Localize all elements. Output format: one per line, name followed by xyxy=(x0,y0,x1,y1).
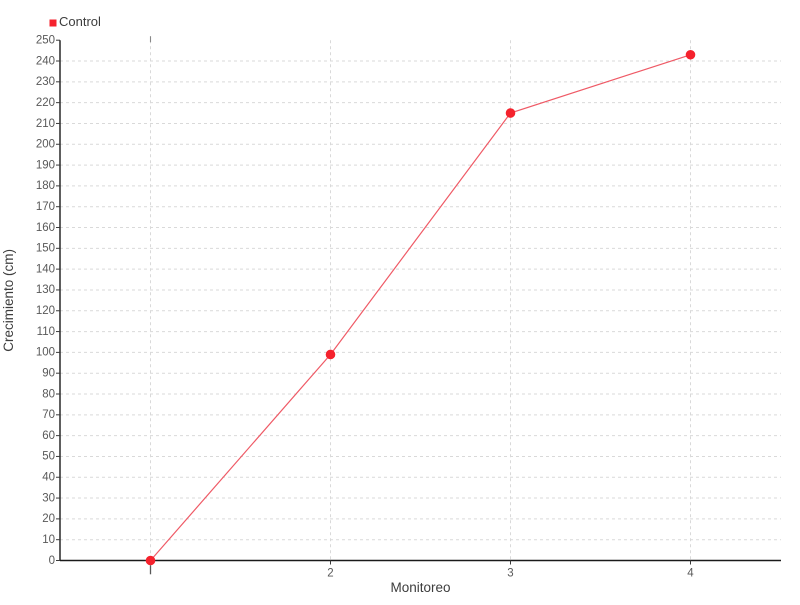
svg-text:90: 90 xyxy=(42,367,55,379)
svg-text:130: 130 xyxy=(36,284,55,296)
svg-text:230: 230 xyxy=(36,76,55,88)
svg-text:3: 3 xyxy=(507,568,513,580)
svg-text:30: 30 xyxy=(42,492,55,504)
svg-text:70: 70 xyxy=(42,409,55,421)
svg-text:180: 180 xyxy=(36,180,55,192)
svg-text:150: 150 xyxy=(36,243,55,255)
svg-text:240: 240 xyxy=(36,55,55,67)
svg-text:250: 250 xyxy=(36,35,55,47)
svg-text:190: 190 xyxy=(36,159,55,171)
svg-text:140: 140 xyxy=(36,263,55,275)
svg-text:10: 10 xyxy=(42,534,55,546)
svg-text:40: 40 xyxy=(42,472,55,484)
svg-text:100: 100 xyxy=(36,347,55,359)
svg-text:60: 60 xyxy=(42,430,55,442)
svg-text:20: 20 xyxy=(42,513,55,525)
svg-text:210: 210 xyxy=(36,118,55,130)
svg-text:80: 80 xyxy=(42,388,55,400)
svg-text:Monitoreo: Monitoreo xyxy=(390,580,450,595)
svg-text:120: 120 xyxy=(36,305,55,317)
svg-text:Control: Control xyxy=(59,14,101,29)
svg-text:4: 4 xyxy=(687,568,694,580)
svg-text:110: 110 xyxy=(37,326,55,338)
svg-text:50: 50 xyxy=(42,451,55,463)
svg-text:160: 160 xyxy=(36,222,55,234)
svg-text:2: 2 xyxy=(327,568,333,580)
svg-text:170: 170 xyxy=(36,201,55,213)
svg-text:220: 220 xyxy=(36,97,55,109)
svg-text:200: 200 xyxy=(36,139,55,151)
svg-text:Crecimiento (cm): Crecimiento (cm) xyxy=(1,249,16,352)
svg-text:0: 0 xyxy=(49,555,55,567)
